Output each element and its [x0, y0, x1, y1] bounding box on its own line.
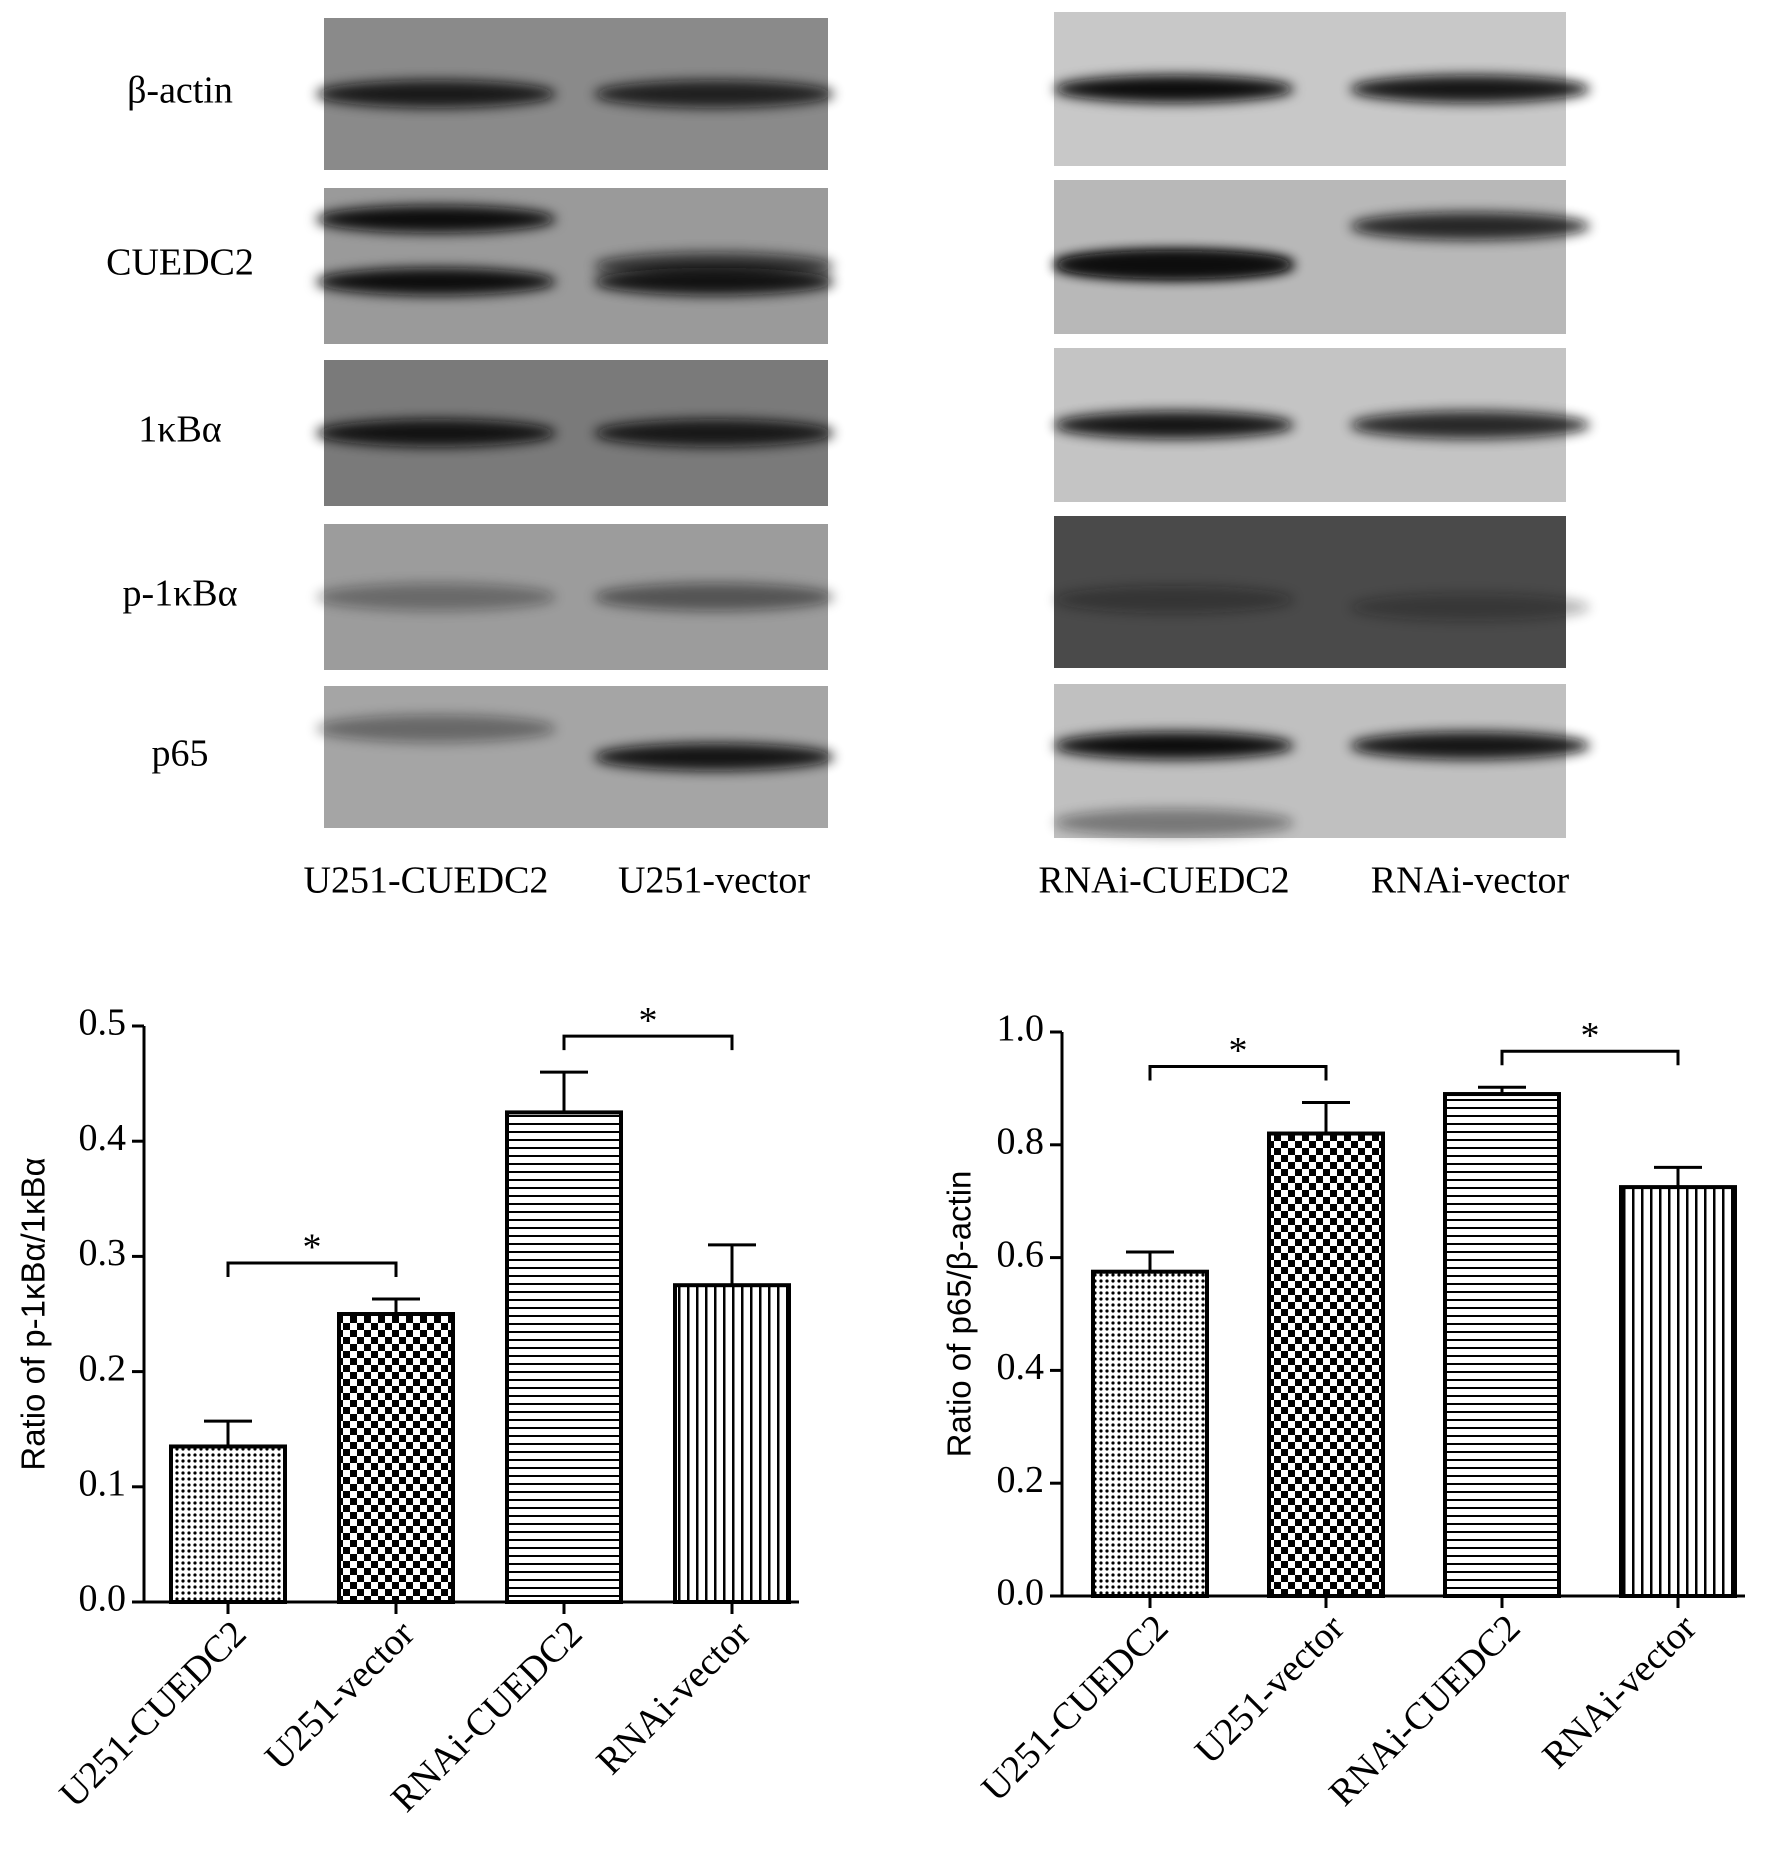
- x-tick-label: RNAi-CUEDC2: [1321, 1607, 1528, 1814]
- y-axis-label: Ratio of p65/β-actin: [941, 1171, 978, 1458]
- significance-marker: *: [639, 1000, 658, 1042]
- blot-band: [594, 583, 834, 611]
- y-tick-label: 0.1: [79, 1463, 127, 1505]
- blot-panel: [316, 360, 834, 506]
- error-bar: [1478, 1085, 1526, 1095]
- bar: [1267, 1131, 1385, 1599]
- significance-marker: *: [1581, 1015, 1600, 1057]
- blot-panel: [1054, 12, 1590, 166]
- error-bar: [540, 1070, 588, 1113]
- blot-panel: [1054, 180, 1590, 334]
- bar: [337, 1312, 455, 1604]
- blot-panel: [316, 188, 834, 344]
- blot-band: [1054, 731, 1294, 760]
- x-tick-label: U251-vector: [1187, 1607, 1353, 1773]
- blot-panel: [1054, 516, 1590, 668]
- error-bar: [372, 1297, 420, 1314]
- blot-band: [1350, 593, 1590, 622]
- blot-band: [594, 419, 834, 447]
- blot-band: [1054, 250, 1294, 279]
- error-bar: [204, 1419, 252, 1447]
- error-bar: [708, 1243, 756, 1286]
- blot-band: [316, 714, 556, 743]
- blot-panel: [316, 524, 834, 670]
- blot-band: [1350, 411, 1590, 439]
- y-tick-label: 0.4: [79, 1117, 127, 1159]
- error-bar: [1654, 1165, 1702, 1188]
- blot-band: [1054, 808, 1294, 837]
- bar: [505, 1110, 623, 1605]
- y-tick-label: 0.0: [997, 1572, 1045, 1614]
- blot-row-label: 1κBα: [138, 409, 221, 451]
- y-tick-label: 0.2: [997, 1459, 1045, 1501]
- bar: [1619, 1185, 1737, 1598]
- y-tick-label: 0.8: [997, 1121, 1045, 1163]
- y-tick-label: 0.6: [997, 1233, 1045, 1275]
- x-tick-label: U251-vector: [257, 1613, 423, 1779]
- y-tick-label: 1.0: [997, 1008, 1045, 1050]
- blot-lane-label: RNAi-CUEDC2: [1038, 860, 1289, 902]
- blot-row-label: p65: [152, 733, 209, 775]
- blot-row-label: p-1κBα: [122, 573, 237, 615]
- bar: [1443, 1092, 1561, 1599]
- blot-lane-label: U251-CUEDC2: [304, 860, 549, 902]
- blot-row-label: CUEDC2: [106, 242, 254, 284]
- x-tick-label: RNAi-vector: [1535, 1607, 1705, 1777]
- blot-band: [316, 583, 556, 611]
- significance-bracket: [226, 1261, 398, 1278]
- blot-band: [594, 743, 834, 771]
- y-tick-label: 0.2: [79, 1347, 127, 1389]
- y-tick-label: 0.4: [997, 1346, 1045, 1388]
- blot-band: [316, 267, 556, 296]
- blot-band: [594, 80, 834, 108]
- blot-row-label: β-actin: [127, 70, 233, 112]
- blot-lane-label: RNAi-vector: [1371, 860, 1570, 902]
- significance-bracket: [562, 1034, 734, 1051]
- y-tick-label: 0.3: [79, 1232, 127, 1274]
- bar: [1091, 1269, 1209, 1598]
- y-tick-label: 0.0: [79, 1578, 127, 1620]
- bar: [169, 1444, 287, 1604]
- y-axis-label: Ratio of p-1κBα/1κBα: [15, 1157, 52, 1470]
- blot-band: [316, 80, 556, 108]
- blot-band: [1350, 212, 1590, 241]
- blot-lane-label: U251-vector: [618, 860, 810, 902]
- blot-panel: [1054, 684, 1590, 838]
- significance-bracket: [1148, 1065, 1328, 1081]
- blot-band: [1054, 585, 1294, 614]
- y-tick-label: 0.5: [79, 1002, 127, 1044]
- significance-bracket: [1500, 1049, 1680, 1066]
- bar: [673, 1283, 791, 1604]
- significance-marker: *: [303, 1227, 322, 1269]
- blot-band: [1350, 75, 1590, 103]
- x-tick-label: RNAi-vector: [589, 1613, 759, 1783]
- blot-panel: [1054, 348, 1590, 502]
- blot-band: [1054, 411, 1294, 439]
- blot-panel: [316, 18, 834, 170]
- blot-band: [1054, 75, 1294, 103]
- blot-band: [1350, 731, 1590, 760]
- error-bar: [1126, 1250, 1174, 1272]
- blot-band: [594, 267, 834, 296]
- error-bar: [1302, 1101, 1350, 1134]
- blot-band: [316, 205, 556, 234]
- blot-panel: [316, 686, 834, 828]
- x-tick-label: U251-CUEDC2: [974, 1607, 1177, 1810]
- blot-band: [316, 419, 556, 447]
- x-tick-label: U251-CUEDC2: [52, 1613, 255, 1816]
- significance-marker: *: [1229, 1030, 1248, 1072]
